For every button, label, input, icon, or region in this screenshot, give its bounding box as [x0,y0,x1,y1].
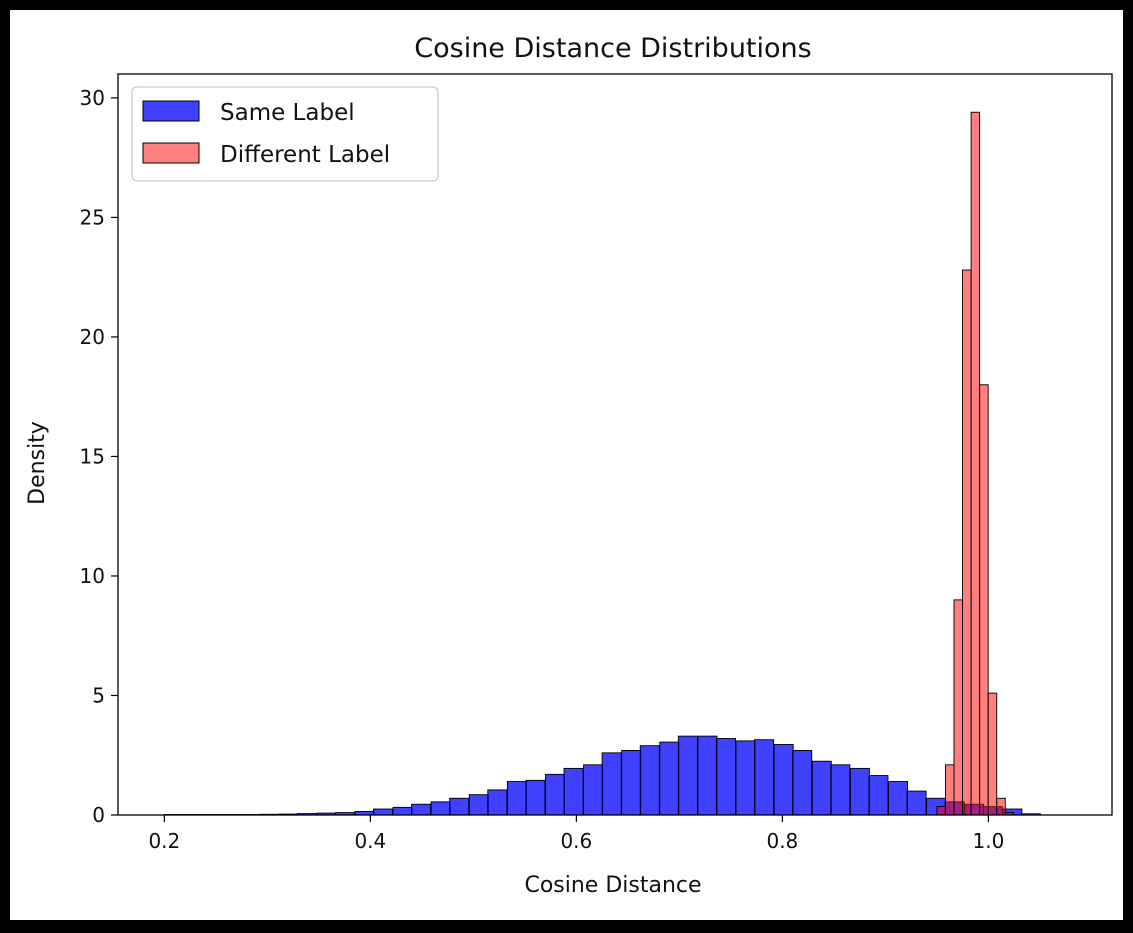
legend-swatch-different-label [142,142,200,164]
x-tick-label-1: 0.4 [354,829,386,853]
bar-different-label-2 [953,599,963,816]
bar-different-label-5 [979,384,989,816]
bar-same-label-20 [545,773,565,816]
bar-same-label-17 [487,789,508,816]
bar-same-label-12 [392,806,413,816]
y-tick-label-5: 25 [80,205,105,229]
x-tick-label-3: 0.8 [766,829,798,853]
y-tick-label-6: 30 [80,86,105,110]
bar-different-label-4 [970,111,981,816]
y-tick-label-1: 5 [92,683,105,707]
y-tick-label-4: 20 [80,325,105,349]
bar-same-label-30 [735,740,756,816]
legend-label-different-label: Different Label [220,142,390,168]
bar-same-label-39 [906,790,927,816]
legend: Same Label Different Label [131,86,439,182]
bar-same-label-13 [411,803,432,816]
bar-same-label-38 [888,781,908,816]
bar-same-label-22 [583,764,604,816]
bar-same-label-24 [621,750,642,816]
chart-title: Cosine Distance Distributions [414,33,811,64]
bar-same-label-23 [601,752,622,816]
y-tick-label-0: 0 [92,803,105,827]
bar-same-label-25 [639,745,660,816]
bar-same-label-35 [830,764,851,816]
bar-same-label-14 [430,801,451,816]
bar-same-label-18 [506,781,527,816]
bar-same-label-37 [868,775,889,816]
chart-frame: Cosine Distance Distributions 0.2 0.4 0.6 0… [10,10,1123,920]
bar-same-label-27 [677,735,698,816]
y-tick-label-2: 10 [80,564,105,588]
histogram-chart: Cosine Distance Distributions 0.2 0.4 0.6 0… [25,33,1113,898]
bar-same-label-19 [525,779,546,816]
bar-same-label-29 [716,738,736,816]
legend-label-same-label: Same Label [220,100,355,126]
bars-layer [163,111,1041,816]
plot-area-border [117,73,1113,816]
y-axis-label: Density [25,421,50,505]
bar-same-label-34 [811,760,832,816]
bar-same-label-11 [373,808,393,816]
bar-same-label-36 [849,767,870,816]
bar-same-label-16 [468,794,489,816]
bar-same-label-31 [754,739,775,816]
bar-different-label-6 [987,692,998,816]
bar-different-label-7 [996,797,1006,816]
x-tick-label-4: 1.0 [972,829,1004,853]
bar-different-label-3 [962,269,972,816]
bar-same-label-33 [792,750,813,816]
legend-box [131,86,439,182]
bar-same-label-15 [449,797,470,816]
x-tick-label-0: 0.2 [148,829,180,853]
x-axis-label: Cosine Distance [524,873,701,898]
bar-different-label-1 [944,764,955,816]
x-tick-label-2: 0.6 [560,829,592,853]
bar-same-label-26 [659,741,680,816]
bar-same-label-21 [563,767,584,816]
legend-swatch-same-label [142,100,200,122]
ticks-layer: 0.2 0.4 0.6 0.8 1.0 0 5 10 15 20 25 30 [80,86,1005,853]
y-tick-label-3: 15 [80,444,105,468]
bar-same-label-28 [697,735,718,816]
bar-same-label-32 [773,744,794,816]
bar-different-label-0 [936,806,946,816]
